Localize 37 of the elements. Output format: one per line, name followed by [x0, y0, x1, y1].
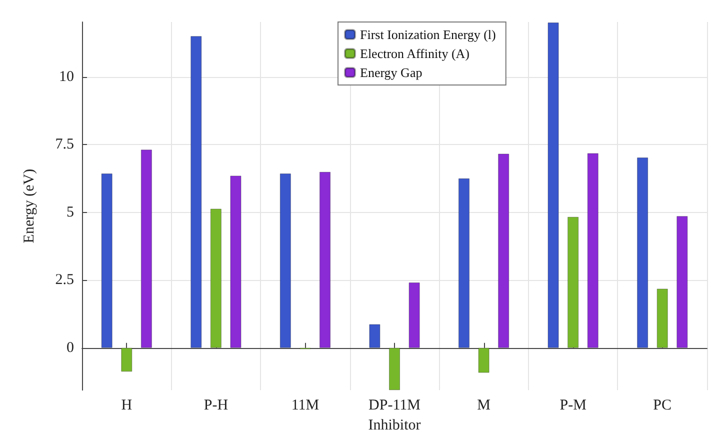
- bar: [478, 348, 490, 373]
- legend-label: Electron Affinity (A): [360, 46, 470, 61]
- y-axis-title: Energy (eV): [22, 168, 38, 244]
- bar: [408, 282, 420, 348]
- x-tick-label: 11M: [291, 398, 320, 414]
- bar: [140, 150, 152, 348]
- bar: [587, 153, 598, 348]
- x-tick-label: P-M: [560, 398, 586, 414]
- bar: [676, 216, 688, 348]
- legend-label: First Ionization Energy (l): [360, 27, 496, 42]
- bar: [656, 288, 668, 348]
- bar: [548, 22, 559, 348]
- bar: [498, 154, 510, 348]
- bar: [369, 324, 380, 348]
- bar: [230, 176, 242, 348]
- bar: [210, 208, 222, 348]
- y-tick-label: 2.5: [55, 272, 74, 288]
- bar: [637, 158, 648, 348]
- x-tick-label: DP-11M: [368, 398, 420, 414]
- bar: [190, 36, 202, 348]
- x-tick-label: PC: [653, 398, 672, 414]
- legend-label: Energy Gap: [360, 65, 422, 80]
- bar: [320, 172, 331, 348]
- y-tick-label: 0: [66, 340, 74, 356]
- y-tick-label: 5: [66, 204, 74, 220]
- y-tick-label: 7.5: [55, 136, 74, 153]
- x-tick-label: M: [477, 398, 490, 414]
- bar: [458, 178, 470, 348]
- bar: [568, 216, 579, 348]
- x-tick-label: H: [121, 398, 132, 414]
- x-axis-title: Inhibitor: [368, 418, 421, 434]
- bar: [389, 348, 400, 390]
- y-tick-label: 10: [59, 68, 74, 85]
- bar: [101, 174, 112, 348]
- bar: [280, 174, 291, 348]
- bar: [121, 348, 132, 372]
- x-tick-label: P-H: [204, 398, 228, 414]
